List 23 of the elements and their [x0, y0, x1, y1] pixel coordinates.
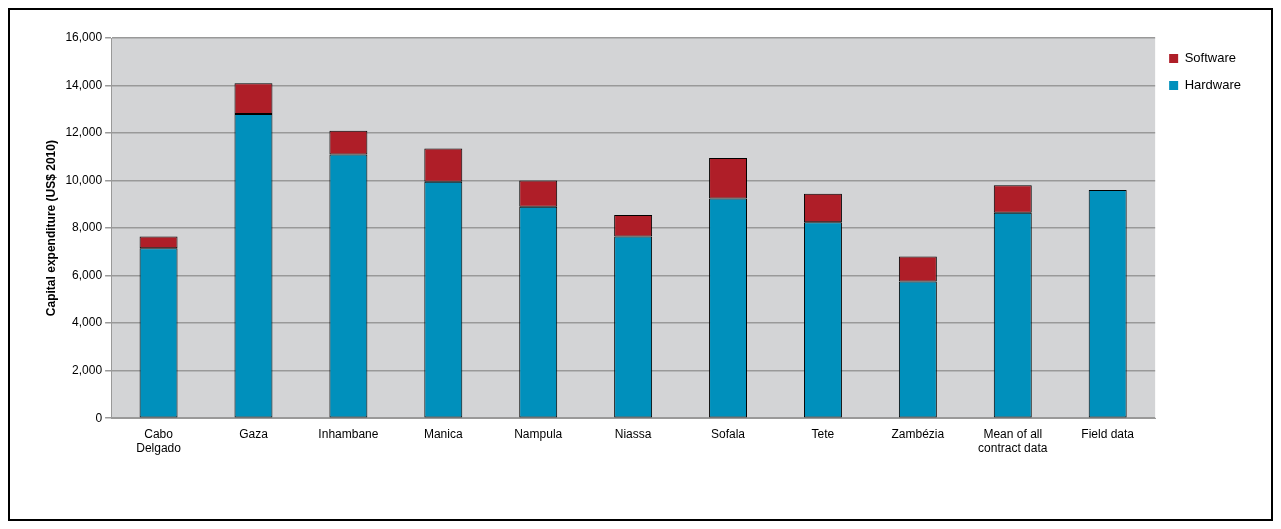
y-tick-label: 4,000	[72, 315, 103, 330]
x-tick-label: Niassa	[614, 426, 652, 441]
x-tick-label: Inhambane	[318, 426, 379, 441]
y-axis-title: Capital expenditure (US$ 2010)	[43, 140, 58, 317]
y-tick-label: 6,000	[72, 267, 103, 282]
legend-label: Software	[1184, 50, 1236, 66]
y-tick-label: 14,000	[65, 77, 103, 92]
x-tick-label: Field data	[1081, 426, 1135, 441]
x-tick-label: Zambézia	[891, 426, 945, 441]
y-tick-label: 10,000	[65, 172, 103, 187]
x-tick-label: Mean of all contract data	[978, 426, 1048, 456]
x-tick-label: Sofala	[711, 426, 746, 441]
x-tick-label: Manica	[423, 426, 463, 441]
x-tick-label: Tete	[811, 426, 835, 441]
y-tick-label: 12,000	[65, 125, 103, 140]
x-tick-label: Gaza	[239, 426, 269, 441]
y-tick-label: 16,000	[65, 30, 103, 45]
y-tick-label: 2,000	[72, 362, 103, 377]
y-tick-label: 8,000	[72, 220, 103, 235]
y-tick-label: 0	[95, 410, 103, 425]
x-tick-label: Nampula	[514, 426, 563, 441]
x-tick-label: Cabo Delgado	[136, 426, 182, 456]
legend-label: Hardware	[1184, 77, 1241, 93]
